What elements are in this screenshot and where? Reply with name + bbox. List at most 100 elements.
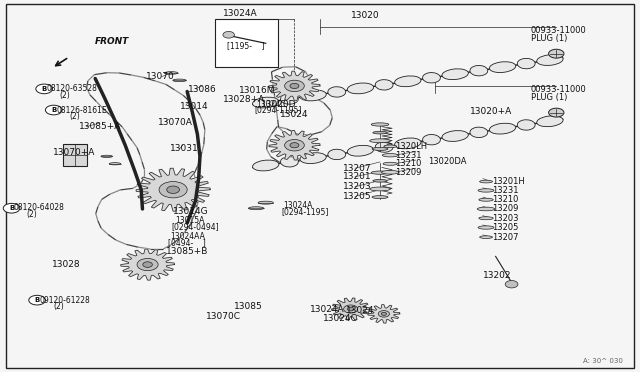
Circle shape (290, 142, 299, 148)
Text: [0494-    ]: [0494- ] (168, 238, 206, 247)
Text: 13210: 13210 (492, 195, 519, 204)
Text: (2): (2) (60, 91, 70, 100)
Text: (2): (2) (69, 112, 80, 121)
Text: A: 30^ 030: A: 30^ 030 (584, 358, 623, 364)
Ellipse shape (537, 55, 563, 65)
Circle shape (3, 203, 20, 213)
Ellipse shape (479, 198, 493, 201)
Circle shape (45, 105, 62, 115)
Text: 13024: 13024 (280, 110, 309, 119)
Ellipse shape (479, 180, 492, 183)
Circle shape (285, 140, 304, 151)
Text: 13085: 13085 (234, 302, 262, 311)
Ellipse shape (373, 131, 387, 134)
Circle shape (285, 80, 304, 92)
Ellipse shape (373, 179, 387, 182)
Text: FRONT: FRONT (95, 37, 129, 46)
Ellipse shape (370, 139, 390, 143)
Text: B: B (51, 107, 56, 113)
Text: 13231: 13231 (396, 151, 422, 160)
Polygon shape (269, 131, 320, 160)
Text: 09120-61228: 09120-61228 (39, 296, 90, 305)
Ellipse shape (490, 62, 516, 73)
Text: 13014G: 13014G (173, 207, 209, 216)
Circle shape (159, 182, 187, 198)
Circle shape (143, 262, 152, 267)
Polygon shape (332, 298, 370, 320)
Ellipse shape (348, 83, 374, 94)
Text: 13201H: 13201H (492, 177, 525, 186)
Text: 00933-11000: 00933-11000 (531, 85, 586, 94)
Ellipse shape (384, 145, 397, 148)
Text: 13024C: 13024C (323, 314, 358, 323)
Circle shape (167, 186, 179, 193)
Text: 13024A: 13024A (310, 305, 345, 314)
Text: 13020DA: 13020DA (429, 157, 467, 166)
Text: 08120-64028: 08120-64028 (13, 203, 65, 212)
Text: 13231: 13231 (492, 186, 519, 195)
Ellipse shape (328, 87, 346, 97)
Text: 13015A: 13015A (175, 216, 204, 225)
Text: 13024A: 13024A (223, 9, 257, 18)
Text: [0294-0494]: [0294-0494] (172, 222, 220, 231)
Ellipse shape (477, 207, 495, 211)
Text: 13070C: 13070C (206, 312, 241, 321)
Text: 13031: 13031 (170, 144, 198, 153)
Circle shape (548, 108, 564, 117)
Text: 13207: 13207 (492, 232, 519, 242)
Ellipse shape (371, 123, 389, 126)
Circle shape (137, 259, 158, 271)
Ellipse shape (375, 142, 393, 152)
Ellipse shape (375, 80, 393, 90)
Ellipse shape (280, 157, 298, 167)
Text: 13020D: 13020D (261, 100, 297, 109)
Ellipse shape (372, 196, 388, 199)
Ellipse shape (537, 116, 563, 127)
Text: 13209: 13209 (492, 205, 519, 214)
Ellipse shape (517, 58, 535, 69)
Text: 13203: 13203 (492, 214, 519, 223)
Text: [0294-1195]: [0294-1195] (282, 208, 329, 217)
Circle shape (344, 305, 358, 313)
Text: 00933-11000: 00933-11000 (531, 26, 586, 35)
Ellipse shape (422, 73, 440, 83)
Text: 08126-8161E: 08126-8161E (56, 106, 107, 115)
Text: 13024AA: 13024AA (170, 231, 205, 241)
Text: 13024C: 13024C (256, 100, 285, 109)
Ellipse shape (253, 160, 279, 171)
Ellipse shape (442, 69, 468, 80)
Circle shape (290, 83, 299, 89)
Text: 13028: 13028 (52, 260, 81, 269)
Circle shape (378, 311, 390, 317)
Text: (2): (2) (53, 302, 64, 311)
Ellipse shape (371, 171, 389, 174)
Ellipse shape (490, 123, 516, 134)
Ellipse shape (300, 90, 326, 101)
Text: 13024A: 13024A (284, 201, 313, 210)
Text: 13205: 13205 (343, 192, 372, 201)
Text: 13202: 13202 (483, 271, 511, 280)
Polygon shape (136, 168, 210, 211)
Ellipse shape (395, 76, 421, 87)
Ellipse shape (348, 145, 374, 156)
Circle shape (348, 307, 354, 311)
Text: 13086: 13086 (188, 85, 216, 94)
Ellipse shape (101, 155, 113, 157)
Text: 13070: 13070 (147, 72, 175, 81)
Ellipse shape (164, 72, 178, 74)
Text: 13209: 13209 (396, 168, 422, 177)
Ellipse shape (370, 187, 390, 191)
Text: 13070A: 13070A (159, 118, 193, 127)
Circle shape (505, 280, 518, 288)
Ellipse shape (382, 154, 398, 157)
Text: (2): (2) (26, 210, 37, 219)
Text: B: B (42, 86, 47, 92)
Circle shape (29, 295, 45, 305)
Text: 13201: 13201 (343, 172, 372, 181)
Text: B: B (35, 297, 40, 303)
Text: 13085+A: 13085+A (79, 122, 121, 131)
Text: 13070+A: 13070+A (53, 148, 95, 157)
Ellipse shape (479, 217, 493, 220)
Text: 13203: 13203 (343, 182, 372, 191)
Text: 13024: 13024 (346, 307, 374, 315)
